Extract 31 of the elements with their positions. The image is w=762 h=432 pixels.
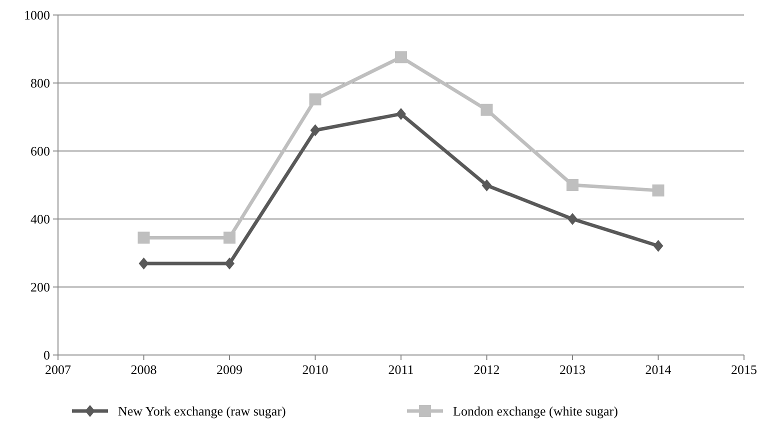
point <box>310 124 320 136</box>
x-tick-label: 2009 <box>216 362 242 377</box>
point <box>480 104 493 116</box>
x-tick-label: 2012 <box>474 362 500 377</box>
point <box>224 232 236 244</box>
y-tick-label: 400 <box>30 212 50 227</box>
point <box>224 258 234 270</box>
x-tick-label: 2011 <box>388 362 414 377</box>
x-tick-label: 2010 <box>302 362 328 377</box>
point <box>138 232 150 244</box>
y-tick-label: 800 <box>30 76 50 91</box>
point <box>568 213 578 225</box>
point <box>138 258 149 270</box>
point <box>653 240 664 252</box>
x-tick-label: 2013 <box>560 362 586 377</box>
point <box>395 51 407 64</box>
point <box>309 93 322 106</box>
point <box>566 179 578 191</box>
legend-label: London exchange (white sugar) <box>453 404 618 419</box>
x-tick-label: 2014 <box>645 362 672 377</box>
y-tick-label: 0 <box>44 348 50 363</box>
y-tick-label: 200 <box>30 280 50 295</box>
x-tick-label: 2007 <box>45 362 72 377</box>
y-tick-label: 1000 <box>24 8 50 23</box>
point <box>482 179 492 192</box>
point <box>652 184 664 196</box>
x-tick-label: 2015 <box>731 362 757 377</box>
point <box>396 108 406 120</box>
y-tick-label: 600 <box>30 144 50 159</box>
x-tick-label: 2008 <box>130 362 157 377</box>
legend-label: New York exchange (raw sugar) <box>118 404 286 419</box>
